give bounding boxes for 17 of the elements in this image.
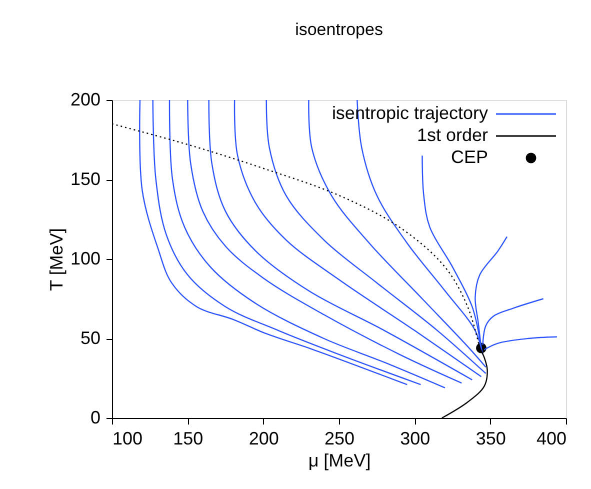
y-axis-title: T [MeV] [46,228,66,291]
x-tick-label: 200 [248,428,279,448]
x-tick-label: 350 [476,428,506,448]
y-tick-label: 0 [90,408,100,428]
x-tick-label: 300 [400,428,430,448]
x-tick-label: 150 [173,428,204,448]
legend-label: CEP [450,147,488,167]
chart-title: isoentropes [295,20,383,39]
y-tick-label: 100 [70,248,100,268]
x-tick-label: 250 [324,428,355,448]
y-tick-label: 200 [70,90,100,110]
y-tick-label: 50 [80,328,100,348]
x-tick-label: 100 [112,428,143,448]
legend-label: 1st order [416,125,488,145]
x-axis-title: μ [MeV] [308,450,371,470]
y-tick-label: 150 [70,169,100,189]
x-tick-label: 400 [536,428,566,448]
